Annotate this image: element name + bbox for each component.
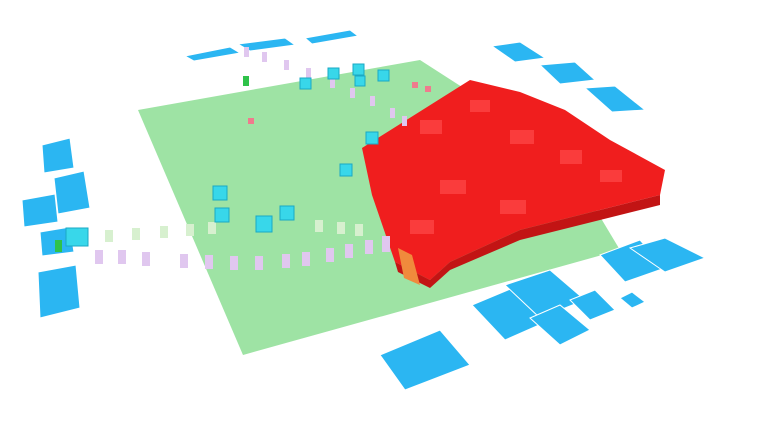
cyan-unit[interactable] (365, 131, 379, 145)
cyan-unit[interactable] (299, 77, 312, 90)
lavender-post[interactable] (330, 78, 335, 88)
blue-tile-bottom-1[interactable] (379, 329, 471, 391)
blue-tile-top-3[interactable] (303, 29, 360, 45)
pale-green-post[interactable] (186, 224, 194, 236)
lavender-post[interactable] (365, 240, 373, 254)
pale-green-post[interactable] (105, 230, 113, 242)
cyan-unit[interactable] (214, 207, 230, 223)
blue-tile-left-5[interactable] (37, 264, 81, 319)
lavender-post[interactable] (230, 256, 238, 270)
green-unit[interactable] (55, 240, 62, 252)
lavender-post[interactable] (390, 108, 395, 118)
red-block[interactable] (420, 120, 442, 134)
pale-green-post[interactable] (132, 228, 140, 240)
marker-posts[interactable] (95, 47, 407, 270)
cyan-unit[interactable] (212, 185, 228, 201)
pink-dot[interactable] (412, 82, 418, 88)
lavender-post[interactable] (118, 250, 126, 264)
lavender-post[interactable] (350, 88, 355, 98)
blue-tile-bottom-5[interactable] (569, 289, 616, 321)
lavender-post[interactable] (255, 256, 263, 270)
lavender-post[interactable] (244, 47, 249, 57)
lavender-post[interactable] (402, 116, 407, 126)
red-voxel-blocks[interactable] (410, 100, 622, 234)
cyan-unit[interactable] (279, 205, 295, 221)
blue-tile-left-2[interactable] (53, 170, 91, 215)
lavender-post[interactable] (326, 248, 334, 262)
lavender-post[interactable] (142, 252, 150, 266)
lavender-post[interactable] (180, 254, 188, 268)
lavender-post[interactable] (370, 96, 375, 106)
red-territory-front-face (395, 195, 660, 288)
pale-green-post[interactable] (315, 220, 323, 232)
cyan-unit[interactable] (354, 75, 366, 87)
blue-tile-right-3[interactable] (583, 85, 647, 113)
cyan-unit[interactable] (339, 163, 353, 177)
cyan-unit[interactable] (377, 69, 390, 82)
pale-green-post[interactable] (160, 226, 168, 238)
blue-tile-right-1[interactable] (490, 41, 547, 63)
lavender-post[interactable] (205, 255, 213, 269)
pink-dot[interactable] (248, 118, 254, 124)
blue-tile-top-1[interactable] (183, 46, 242, 62)
cyan-unit[interactable] (65, 227, 89, 247)
pale-green-post[interactable] (208, 222, 216, 234)
lavender-post[interactable] (306, 68, 311, 78)
blue-tile-bottom-7[interactable] (628, 237, 707, 273)
blue-tile-platforms[interactable] (21, 29, 707, 391)
lavender-post[interactable] (95, 250, 103, 264)
red-block[interactable] (470, 100, 490, 112)
blue-tile-bottom-4[interactable] (529, 304, 591, 346)
lavender-post[interactable] (262, 52, 267, 62)
cyan-unit[interactable] (327, 67, 340, 80)
blue-tile-left-3[interactable] (21, 193, 59, 228)
pale-green-post[interactable] (355, 224, 363, 236)
red-block[interactable] (510, 130, 534, 144)
red-block[interactable] (600, 170, 622, 182)
red-block[interactable] (410, 220, 434, 234)
pale-green-post[interactable] (337, 222, 345, 234)
lavender-post[interactable] (282, 254, 290, 268)
blue-tile-right-2[interactable] (538, 61, 597, 85)
cyan-units[interactable] (65, 63, 390, 247)
red-block[interactable] (500, 200, 526, 214)
red-voxel-territory[interactable] (362, 80, 665, 288)
lavender-post[interactable] (382, 236, 390, 252)
blue-tile-bottom-8[interactable] (619, 291, 646, 309)
red-block[interactable] (440, 180, 466, 194)
green-unit[interactable] (243, 76, 249, 86)
orange-edge-strip (398, 248, 420, 285)
lavender-post[interactable] (345, 244, 353, 258)
pink-dot[interactable] (425, 86, 431, 92)
lavender-post[interactable] (302, 252, 310, 266)
cyan-unit[interactable] (255, 215, 273, 233)
blue-tile-left-1[interactable] (41, 137, 75, 174)
lavender-post[interactable] (284, 60, 289, 70)
red-block[interactable] (560, 150, 582, 164)
cyan-unit[interactable] (352, 63, 365, 76)
